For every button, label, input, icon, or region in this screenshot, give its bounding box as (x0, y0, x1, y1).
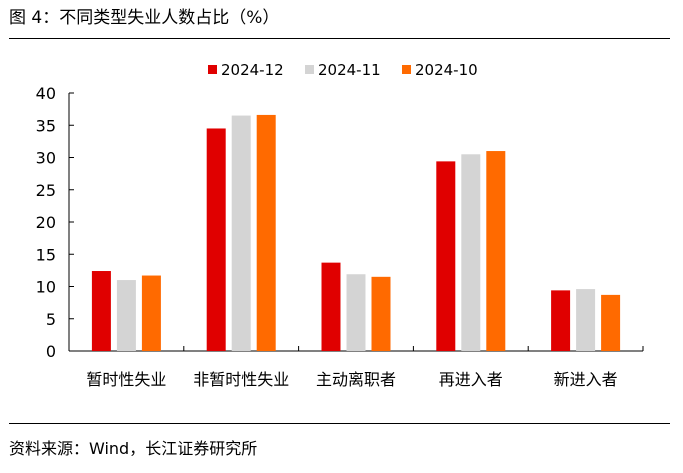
y-tick-label: 30 (36, 149, 56, 168)
bar-2024-12-1 (91, 271, 111, 351)
x-axis: 暂时性失业 非暂时性失业 主动离职者 再进入者 新进入者 (68, 346, 644, 389)
figure-title: 图 4：不同类型失业人数占比（%） (9, 8, 280, 28)
bar-2024-12-4 (436, 161, 456, 351)
bar-2024-11-5 (576, 289, 596, 351)
legend-label: 2024-12 (221, 61, 284, 79)
y-tick-label: 40 (36, 84, 56, 103)
y-tick-label: 0 (46, 342, 56, 361)
y-tick-label: 25 (36, 181, 56, 200)
bar-2024-10-5 (601, 294, 621, 351)
x-tick-label: 主动离职者 (316, 370, 396, 389)
y-tick-label: 15 (36, 245, 56, 264)
bar-2024-11-4 (461, 154, 481, 351)
legend-label: 2024-11 (318, 61, 381, 79)
y-tick-label: 20 (36, 213, 56, 232)
chart-legend: 2024-12 2024-11 2024-10 (208, 61, 478, 79)
bar-2024-10-1 (141, 275, 161, 351)
bars (91, 114, 621, 352)
title-divider (9, 38, 670, 39)
bar-chart: 2024-12 2024-11 2024-10 0 5 10 15 20 25 30 35 40 暂… (36, 61, 644, 389)
bar-2024-12-5 (551, 290, 571, 351)
x-tick-label: 新进入者 (554, 370, 618, 389)
y-tick-label: 10 (36, 278, 56, 297)
x-tick-label: 再进入者 (439, 370, 503, 389)
legend-label: 2024-10 (415, 61, 478, 79)
bar-2024-11-2 (231, 115, 251, 351)
bar-2024-11-3 (346, 274, 366, 351)
y-tick-label: 5 (46, 310, 56, 329)
legend-swatch (305, 65, 314, 74)
bar-2024-10-4 (486, 151, 506, 351)
bar-2024-10-3 (371, 276, 391, 351)
x-tick-label: 非暂时性失业 (193, 370, 289, 389)
legend-swatch (402, 65, 411, 74)
bar-2024-12-3 (321, 262, 341, 351)
y-tick-label: 35 (36, 116, 56, 135)
bar-2024-11-1 (116, 280, 136, 351)
y-axis: 0 5 10 15 20 25 30 35 40 (36, 84, 74, 361)
x-tick-label: 暂时性失业 (86, 370, 166, 389)
source-divider (9, 423, 670, 424)
source-note: 资料来源：Wind，长江证券研究所 (9, 439, 258, 458)
bar-2024-12-2 (206, 128, 226, 351)
bar-2024-10-2 (256, 114, 276, 352)
legend-swatch (208, 65, 217, 74)
